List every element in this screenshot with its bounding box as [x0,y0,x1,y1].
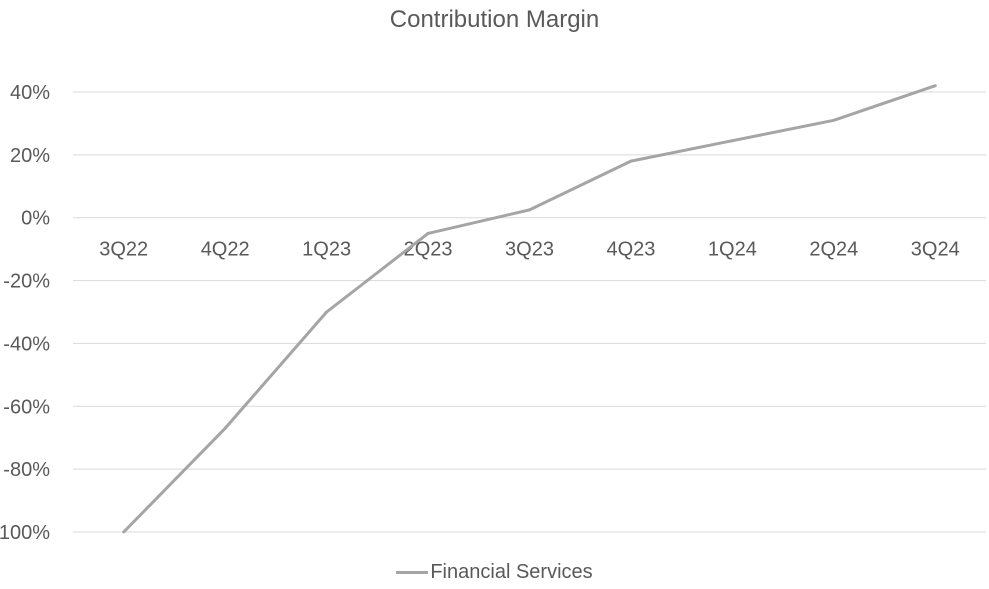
x-tick-label: 4Q22 [201,239,250,261]
data-point [629,159,633,163]
legend: Financial Services [0,561,989,584]
x-tick-label: 3Q24 [911,239,960,261]
x-tick-label: 3Q22 [99,239,148,261]
x-tick-label: 1Q24 [708,239,757,261]
data-point [933,84,937,88]
data-point [223,426,227,430]
data-point [426,231,430,235]
data-point [122,530,126,534]
x-tick-label: 3Q23 [505,239,554,261]
y-tick-label: 100% [0,522,50,544]
x-tick-label: 4Q23 [606,239,655,261]
data-point [325,310,329,314]
x-tick-label: 1Q23 [302,239,351,261]
y-tick-label: -20% [3,271,50,293]
data-point [730,139,734,143]
y-tick-label: -80% [3,459,50,481]
legend-line-swatch [396,571,429,575]
x-tick-label: 2Q23 [404,239,453,261]
data-point [528,208,531,212]
y-tick-label: -60% [3,396,50,418]
y-tick-label: 0% [21,208,50,230]
y-tick-label: 40% [10,82,50,104]
chart-title: Contribution Margin [389,6,600,33]
x-tick-label: 2Q24 [809,239,858,261]
data-point [832,118,836,122]
y-tick-label: -40% [3,333,50,355]
series-line [122,84,936,534]
y-tick-label: 20% [10,145,50,167]
legend-label: Financial Services [430,561,593,583]
